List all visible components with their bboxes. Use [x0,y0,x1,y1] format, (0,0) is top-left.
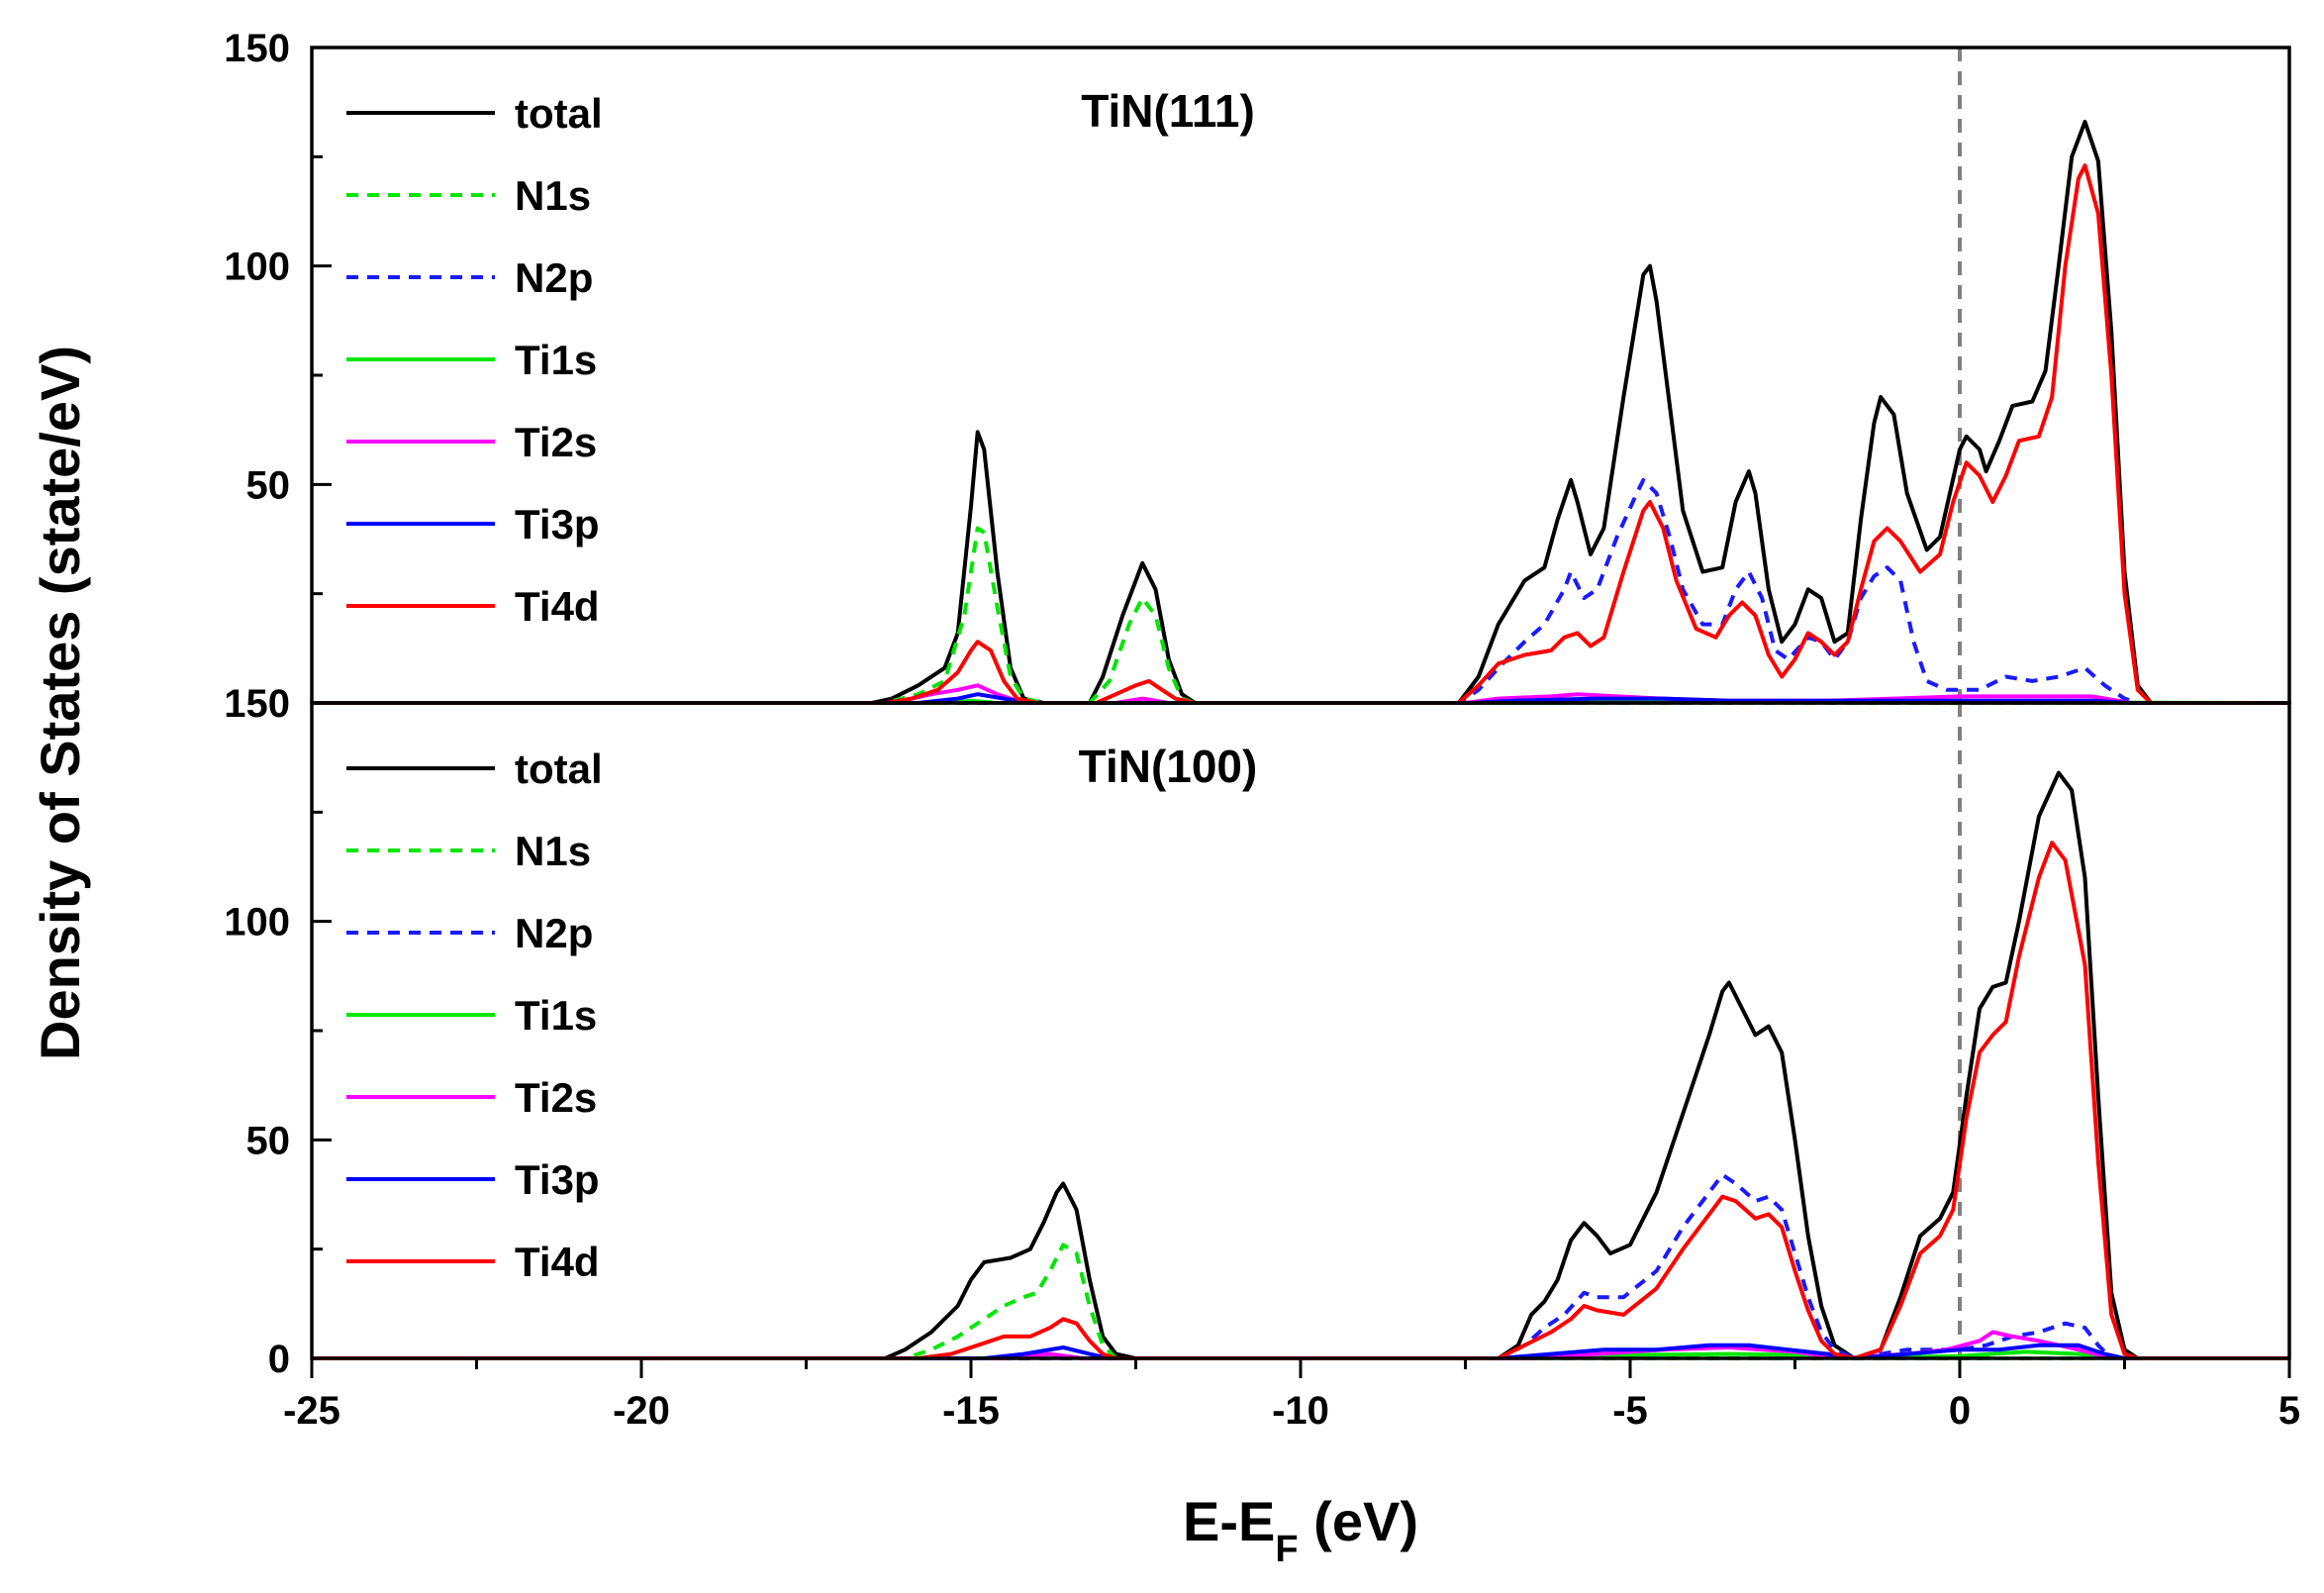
series-line-ti3p [312,1343,2289,1360]
legend-label-total: total [515,90,603,137]
x-tick-label: -5 [1612,1389,1648,1433]
y-tick-label: 50 [246,463,291,507]
legend-label-n1s: N1s [515,172,591,219]
x-tick-label: -15 [942,1389,1000,1433]
panel-title: TiN(111) [1081,85,1255,137]
y-tick-label: 100 [224,246,290,289]
x-tick-label: 5 [2278,1389,2300,1433]
x-axis-label-subscript: F [1275,1529,1298,1570]
series-line-total [312,120,2289,705]
legend-label-ti4d: Ti4d [515,1239,600,1285]
series-line-ti4d [312,841,2289,1360]
series-line-ti4d [312,163,2289,705]
series-line-n1s [312,526,2289,705]
series-line-total [312,770,2289,1360]
y-axis-label: Density of States (state/eV) [29,346,91,1060]
legend-label-total: total [515,746,603,792]
legend-label-ti2s: Ti2s [515,1074,597,1121]
legend-label-ti4d: Ti4d [515,583,600,630]
series-line-ti3p [312,692,2289,705]
series-line-n2p [312,1172,2289,1360]
x-axis-label-main: E-E [1183,1490,1275,1552]
legend-label-n2p: N2p [515,254,593,301]
series-line-n2p [312,477,2289,705]
series-line-n1s [312,1243,2289,1360]
x-axis-label-unit: (eV) [1299,1490,1418,1552]
y-tick-label: 50 [246,1119,291,1162]
legend-label-ti1s: Ti1s [515,337,597,383]
panel-frame [310,701,2291,1360]
x-tick-label: 0 [1949,1389,1971,1433]
x-tick-label: -10 [1272,1389,1329,1433]
x-tick-label: -20 [613,1389,670,1433]
legend-label-ti3p: Ti3p [515,501,600,548]
legend-label-n2p: N2p [515,910,593,956]
legend-label-ti3p: Ti3p [515,1156,600,1203]
legend-label-n1s: N1s [515,828,591,874]
y-tick-label: 100 [224,901,290,945]
y-tick-label: 150 [224,27,290,70]
legend-label-ti1s: Ti1s [515,992,597,1039]
series-line-ti2s [312,683,2289,705]
panel-title: TiN(100) [1079,741,1258,792]
y-tick-label: 150 [224,682,290,726]
legend-label-ti2s: Ti2s [515,419,597,465]
x-tick-label: -25 [283,1389,340,1433]
panel-frame [310,46,2291,705]
x-axis-label: E-EF (eV) [1183,1490,1418,1570]
y-tick-label: 0 [268,1338,290,1381]
